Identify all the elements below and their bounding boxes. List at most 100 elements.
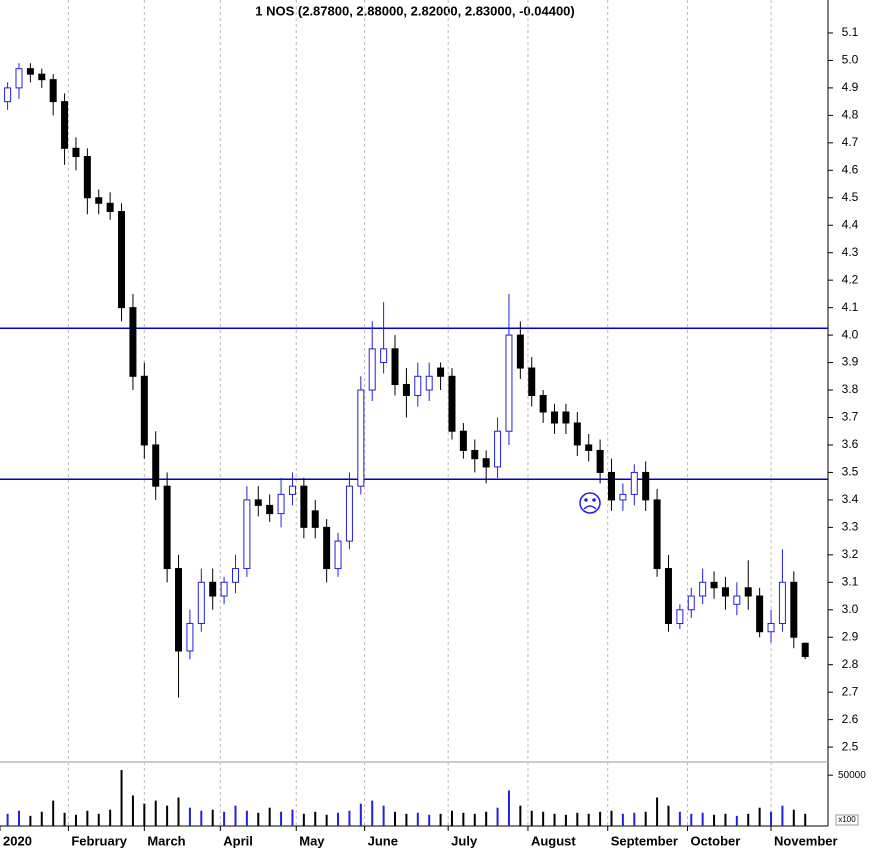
y-tick-label: 3.7 — [842, 410, 859, 424]
candle-body — [425, 375, 433, 391]
y-tick-label: 4.8 — [842, 108, 859, 122]
y-tick-label: 3.3 — [842, 520, 859, 534]
candle-body — [756, 595, 764, 633]
candle-body — [106, 202, 114, 212]
y-tick-label: 5.1 — [842, 25, 859, 39]
candle-body — [528, 367, 536, 397]
candle-body — [778, 581, 786, 624]
y-tick-label: 4.4 — [842, 217, 859, 231]
candle-body — [277, 493, 285, 515]
candle-body — [573, 422, 581, 446]
unit-box — [835, 814, 859, 826]
x-tick-label: July — [451, 833, 478, 848]
candle-body — [118, 210, 126, 309]
candle-body — [790, 581, 798, 638]
y-tick-label: 2.7 — [842, 684, 859, 698]
candle-body — [699, 581, 707, 597]
candle-body — [266, 504, 274, 515]
volume-unit: x100 — [838, 815, 856, 824]
x-tick-label: August — [531, 833, 576, 848]
candle-body — [197, 581, 205, 624]
x-tick-label: 2020 — [3, 833, 32, 848]
candle-body — [801, 642, 809, 657]
candle-body — [220, 581, 228, 597]
y-tick-label: 3.4 — [842, 492, 859, 506]
candle-body — [61, 101, 69, 149]
candle-body — [38, 73, 46, 81]
candle-body — [345, 485, 353, 542]
candle-body — [516, 334, 524, 369]
candle-body — [368, 348, 376, 391]
candle-body — [300, 485, 308, 528]
candle-body — [357, 389, 365, 487]
candle-body — [288, 485, 296, 495]
x-tick-label: October — [690, 833, 740, 848]
candle-body — [642, 471, 650, 501]
candle-body — [596, 449, 604, 473]
y-tick-label: 4.9 — [842, 80, 859, 94]
candle-body — [175, 568, 183, 652]
x-tick-label: April — [223, 833, 253, 848]
candle-body — [83, 156, 91, 199]
candle-body — [209, 581, 217, 597]
candle-body — [402, 384, 410, 397]
y-tick-label: 4.6 — [842, 162, 859, 176]
x-tick-label: November — [774, 833, 838, 848]
y-tick-label: 2.6 — [842, 712, 859, 726]
candle-body — [767, 622, 775, 633]
y-tick-label: 3.5 — [842, 465, 859, 479]
frown-icon — [579, 492, 601, 514]
y-tick-label: 3.0 — [842, 602, 859, 616]
y-tick-label: 4.0 — [842, 327, 859, 341]
candle-body — [608, 471, 616, 501]
candle-body — [380, 348, 388, 364]
y-tick-label: 4.3 — [842, 245, 859, 259]
y-tick-label: 2.8 — [842, 657, 859, 671]
candle-body — [482, 458, 490, 468]
x-tick-label: May — [299, 833, 325, 848]
y-tick-label: 3.8 — [842, 382, 859, 396]
candle-body — [505, 334, 513, 432]
candle-body — [186, 622, 194, 652]
candle-body — [414, 375, 422, 397]
candle-body — [140, 375, 148, 446]
candle-body — [152, 444, 160, 487]
x-tick-label: February — [71, 833, 127, 848]
chart-title: 1 NOS (2.87800, 2.88000, 2.82000, 2.8300… — [255, 3, 574, 18]
x-tick-label: September — [611, 833, 678, 848]
candle-body — [653, 499, 661, 570]
y-tick-label: 4.1 — [842, 300, 859, 314]
x-tick-label: March — [147, 833, 185, 848]
y-tick-label: 3.9 — [842, 355, 859, 369]
candle-body — [551, 411, 559, 424]
y-tick-label: 4.2 — [842, 272, 859, 286]
candle-body — [4, 87, 12, 103]
candle-body — [26, 68, 34, 75]
candle-body — [323, 526, 331, 570]
candle-body — [471, 449, 479, 460]
candle-body — [664, 568, 672, 624]
candle-body — [562, 411, 570, 424]
candle-body — [710, 581, 718, 589]
candle-body — [630, 471, 638, 495]
candle-body — [95, 197, 103, 204]
candle-body — [721, 587, 729, 597]
candle-body — [163, 485, 171, 570]
candle-body — [585, 444, 593, 451]
candle-body — [437, 367, 445, 377]
candle-body — [72, 147, 80, 158]
candle-body — [459, 430, 467, 451]
candle-body — [448, 375, 456, 432]
candle-body — [129, 307, 137, 377]
y-tick-label: 2.9 — [842, 629, 859, 643]
y-tick-label: 4.7 — [842, 135, 859, 149]
candle-body — [231, 568, 239, 583]
candle-body — [49, 79, 57, 103]
x-tick-label: June — [368, 833, 398, 848]
y-tick-label: 3.6 — [842, 437, 859, 451]
candle-body — [391, 348, 399, 386]
candle-body — [744, 587, 752, 597]
candle-body — [334, 540, 342, 570]
candle-body — [243, 499, 251, 570]
